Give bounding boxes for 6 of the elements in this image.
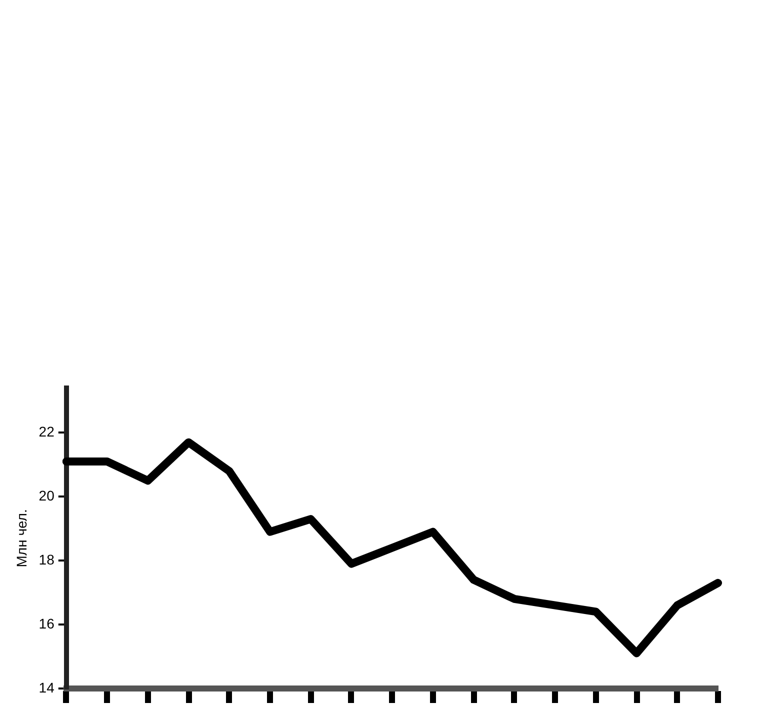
y-axis-title: Млн чел. [13,509,30,568]
y-tick-label: 18 [38,551,55,568]
y-tick-label: 20 [38,488,55,504]
y-tick-label: 14 [38,679,55,696]
y-tick-label: 16 [38,615,55,632]
y-tick-label: 22 [38,424,55,440]
